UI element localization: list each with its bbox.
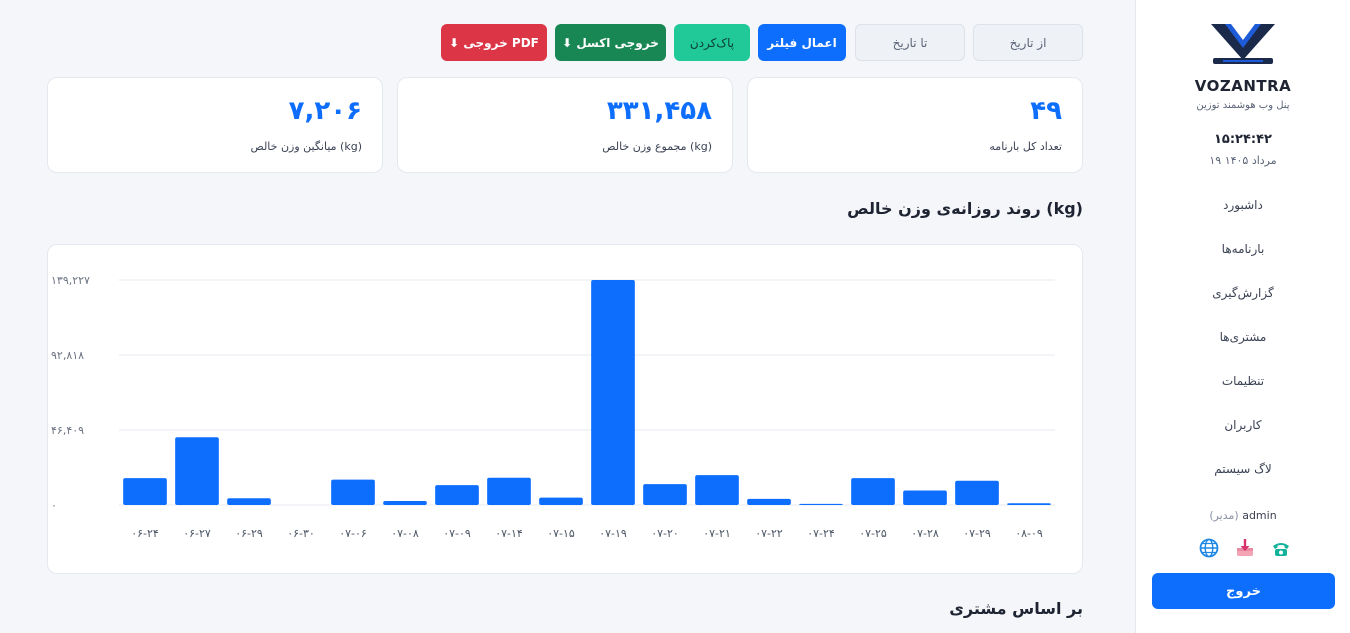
chart-card [47, 244, 1083, 574]
chart-bar [331, 479, 375, 505]
chart-bar [539, 497, 583, 505]
chart-bar [643, 484, 687, 505]
x-tick-label: ۰۷-۲۰ [651, 527, 679, 540]
chart-bar [955, 480, 999, 505]
chart-bar [591, 280, 635, 505]
y-tick-label: ۴۶,۴۰۹ [51, 424, 84, 437]
stat-card-total-net-weight: ۳۳۱,۴۵۸ مجموع وزن خالص (kg) [397, 77, 733, 173]
x-tick-label: ۰۷-۲۲ [755, 527, 783, 540]
x-tick-label: ۰۷-۱۵ [547, 527, 575, 540]
clear-button[interactable]: پاک‌کردن [674, 24, 750, 61]
x-tick-label: ۰۷-۲۱ [703, 527, 731, 540]
chart-bar [695, 475, 739, 505]
stat-label: تعداد کل بارنامه [989, 140, 1062, 153]
x-tick-label: ۰۶-۲۷ [183, 527, 211, 540]
x-tick-label: ۰۸-۰۹ [1015, 527, 1043, 540]
export-excel-button[interactable]: ⬇ خروجی اکسل [555, 24, 666, 61]
user-name: admin [1242, 509, 1277, 522]
y-tick-label: ۹۲,۸۱۸ [51, 349, 84, 362]
chart-bar [175, 437, 219, 505]
x-tick-label: ۰۷-۲۴ [807, 527, 835, 540]
globe-icon[interactable] [1198, 537, 1220, 559]
stat-card-average-net-weight: ۷,۲۰۶ میانگین وزن خالص (kg) [47, 77, 383, 173]
daily-net-weight-chart: ۰ ۴۶,۴۰۹ ۹۲,۸۱۸ ۱۳۹,۲۲۷ ۰۶-۲۴ ۰۶-۲۷ ۰۶-۲۹ ۰۶-۳۰… [51, 274, 1055, 540]
chart-bar [435, 485, 479, 505]
x-tick-label: ۰۷-۰۸ [391, 527, 419, 540]
x-tick-label: ۰۶-۲۴ [131, 527, 159, 540]
nav-system-log[interactable]: لاگ سیستم [1214, 462, 1272, 476]
stat-value: ۳۳۱,۴۵۸ [606, 96, 712, 126]
phone-icon[interactable] [1270, 537, 1292, 559]
chart-bar [851, 478, 895, 505]
from-date-input[interactable]: از تاریخ [973, 24, 1083, 61]
current-user: (مدیر) admin [1136, 509, 1350, 522]
chart-bar [1007, 503, 1051, 505]
chart-bar [227, 498, 271, 505]
stat-value: ۴۹ [1030, 96, 1062, 126]
stat-value: ۷,۲۰۶ [288, 96, 362, 126]
to-date-input[interactable]: تا تاریخ [855, 24, 965, 61]
chart-bar [487, 477, 531, 505]
chart-bar [383, 500, 427, 505]
x-tick-label: ۰۷-۰۶ [339, 527, 367, 540]
sidebar [1135, 0, 1350, 633]
brand-name: VOZANTRA [1194, 77, 1292, 95]
stat-label: میانگین وزن خالص (kg) [250, 140, 362, 153]
apply-filter-button[interactable]: اعمال فیلتر [758, 24, 846, 61]
x-tick-label: ۰۷-۲۵ [859, 527, 887, 540]
date-label: ۱۹ مرداد ۱۴۰۵ [1209, 154, 1277, 167]
chart-section-title: روند روزانه‌ی وزن خالص (kg) [847, 199, 1083, 218]
nav-customers[interactable]: مشتری‌ها [1219, 330, 1267, 344]
logout-button[interactable]: خروج [1152, 573, 1335, 609]
chart-bar [903, 490, 947, 505]
stat-card-total-waybills: ۴۹ تعداد کل بارنامه [747, 77, 1083, 173]
nav-reports[interactable]: گزارش‌گیری [1212, 286, 1274, 300]
nav-dashboard[interactable]: داشبورد [1223, 198, 1263, 212]
stat-label: مجموع وزن خالص (kg) [602, 140, 712, 153]
export-pdf-button[interactable]: ⬇ خروجی PDF [441, 24, 547, 61]
nav-waybills[interactable]: بارنامه‌ها [1221, 242, 1265, 256]
chart-bar [799, 503, 843, 505]
chart-bar [123, 478, 167, 505]
nav-settings[interactable]: تنظیمات [1221, 374, 1265, 388]
customer-section-title: بر اساس مشتری [949, 599, 1083, 618]
user-role: (مدیر) [1209, 509, 1239, 522]
x-tick-label: ۰۶-۲۹ [235, 527, 263, 540]
x-tick-label: ۰۷-۱۴ [495, 527, 523, 540]
y-tick-label: ۱۳۹,۲۲۷ [51, 274, 90, 287]
x-tick-label: ۰۷-۲۸ [911, 527, 939, 540]
chart-bar [747, 498, 791, 505]
download-icon[interactable] [1234, 537, 1256, 559]
brand-subtitle: پنل وب هوشمند توزین [1196, 100, 1290, 111]
x-tick-label: ۰۷-۱۹ [599, 527, 627, 540]
y-tick-label: ۰ [51, 499, 57, 512]
nav-users[interactable]: کاربران [1224, 418, 1262, 432]
x-tick-label: ۰۷-۰۹ [443, 527, 471, 540]
x-tick-label: ۰۶-۳۰ [287, 527, 315, 540]
brand-logo [1211, 24, 1275, 64]
clock: ۱۵:۲۴:۴۲ [1213, 132, 1272, 147]
x-tick-label: ۰۷-۲۹ [963, 527, 991, 540]
